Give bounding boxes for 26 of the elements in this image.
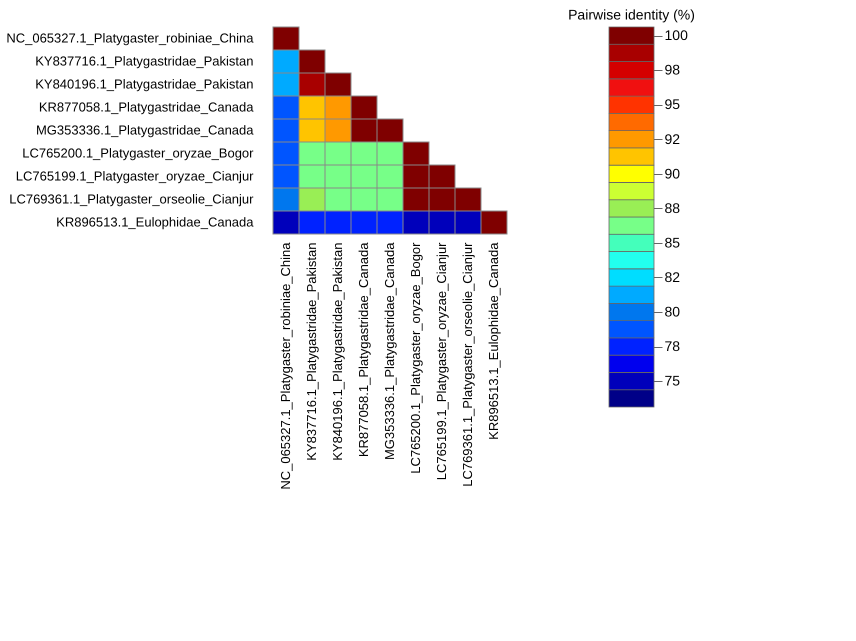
x-tick-label: MG353336.1_Platygastridae_Canada (382, 242, 397, 460)
x-tick-label: LC765200.1_Platygaster_oryzae_Bogor (408, 242, 423, 474)
y-tick-label: KY840196.1_Platygastridae_Pakistan (35, 76, 254, 92)
color-bar-label: 80 (664, 304, 680, 320)
y-tick-label: MG353336.1_Platygastridae_Canada (36, 122, 254, 138)
color-bar-label: 82 (664, 268, 680, 285)
y-tick-label: KR877058.1_Platygastridae_Canada (38, 100, 254, 114)
color-bar-label: 95 (664, 96, 680, 112)
y-tick-label: LC765200.1_Platygaster_oryzae_Bogor (22, 146, 254, 160)
color-bar-label: 90 (664, 165, 680, 182)
color-bar-label: 75 (664, 372, 680, 389)
x-tick-label: KR896513.1_Eulophidae_Canada (486, 242, 501, 440)
y-tick-label: KR896513.1_Eulophidae_Canada (56, 214, 254, 230)
y-tick-label: LC769361.1_Platygaster_orseolie_Cianjur (9, 192, 254, 206)
color-bar-label: 92 (664, 130, 680, 147)
color-bar-label: 78 (664, 338, 680, 354)
y-tick-label: KY837716.1_Platygastridae_Pakistan (35, 54, 254, 68)
color-bar-label: 85 (664, 234, 680, 250)
y-tick-label: NC_065327.1_Platygaster_robiniae_China (6, 30, 254, 46)
color-bar-label: 88 (664, 200, 680, 216)
color-bar-label: 100 (664, 27, 688, 44)
color-bar-label: 98 (664, 62, 680, 78)
legend-title: Pairwise identity (%) (568, 6, 695, 23)
x-tick-label: LC769361.1_Platygaster_orseolie_Cianjur (460, 242, 475, 487)
y-tick-label: LC765199.1_Platygaster_oryzae_Cianjur (16, 168, 254, 184)
x-tick-label: LC765199.1_Platygaster_oryzae_Cianjur (434, 242, 449, 480)
